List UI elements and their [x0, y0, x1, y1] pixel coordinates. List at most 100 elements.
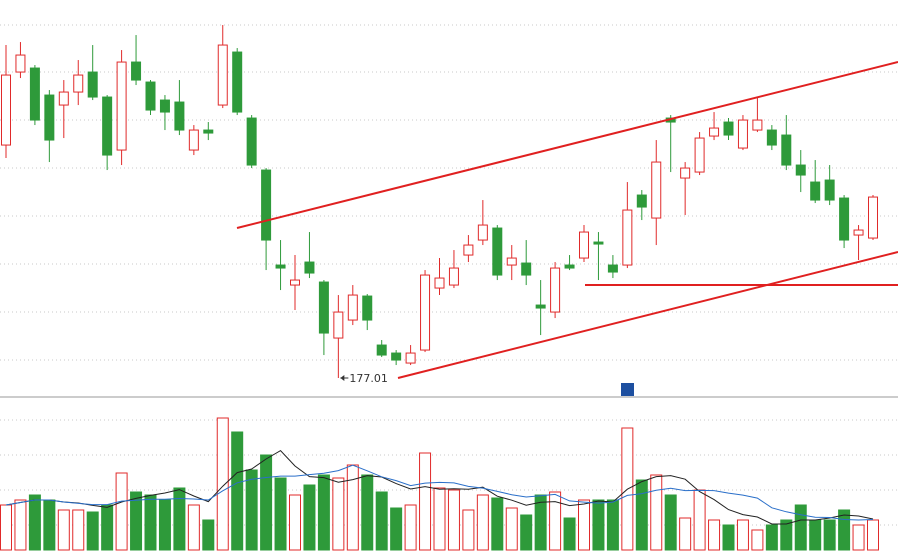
candle-body: [651, 161, 662, 219]
volume-bar: [289, 494, 301, 551]
volume-bar: [361, 474, 374, 551]
candle-body: [145, 81, 156, 111]
volume-bar: [780, 519, 793, 551]
volume-bar: [679, 517, 692, 551]
volume-bar: [57, 509, 70, 551]
trendlines: [236, 61, 898, 379]
volume-bar: [708, 519, 721, 551]
volume-bar: [664, 494, 677, 551]
candle-body: [58, 91, 69, 106]
candle-body: [723, 121, 734, 136]
volume-average: [5, 464, 874, 521]
candle-body: [709, 127, 720, 137]
candle-body: [622, 209, 633, 266]
candle-body: [781, 134, 792, 166]
candle-body: [795, 164, 806, 176]
candle-body: [607, 264, 618, 273]
candle-body: [15, 54, 26, 73]
candle-body: [434, 277, 445, 289]
candle-body: [853, 229, 864, 236]
volume-bar: [0, 504, 12, 551]
candle-body: [868, 196, 878, 239]
candle-body: [824, 179, 835, 201]
volume-bar: [736, 519, 749, 551]
volume-bar: [72, 509, 85, 551]
candle-body: [217, 44, 228, 106]
volume-bar: [606, 499, 619, 551]
volume-bar: [14, 499, 27, 551]
volume-bar: [158, 499, 171, 551]
volume-bar: [130, 491, 143, 551]
badge-box: [621, 383, 634, 396]
candle-body: [87, 71, 98, 98]
candle-body: [506, 257, 517, 266]
volume-bar: [419, 452, 432, 551]
candle-body: [535, 304, 546, 309]
volume-bar: [202, 519, 215, 551]
volume-bar: [650, 474, 663, 551]
trendline: [397, 251, 898, 379]
candle-body: [448, 267, 459, 286]
candle-body: [188, 129, 199, 151]
candle-body: [246, 117, 257, 166]
candle-body: [579, 231, 589, 259]
candle-body: [44, 94, 55, 141]
candle-body: [131, 61, 142, 81]
volume-bar: [462, 509, 475, 551]
candle-body: [680, 167, 691, 179]
low-arrowhead: [340, 375, 345, 381]
volume-bar: [578, 499, 590, 551]
volume-bar: [765, 524, 778, 551]
volume-bar: [303, 484, 316, 551]
grid: [0, 24, 898, 526]
candle-body: [29, 67, 40, 121]
volume-bar: [390, 507, 403, 551]
candle-body: [275, 264, 286, 269]
volume-bar: [173, 487, 186, 551]
volume-bar: [751, 529, 764, 551]
volume-bar: [534, 494, 547, 551]
volume-bar: [86, 511, 99, 551]
candle-body: [347, 294, 358, 321]
volume-bar: [852, 524, 865, 551]
candle-body: [737, 119, 748, 149]
candle-body: [593, 241, 604, 245]
candle-body: [1, 74, 11, 146]
volume-bar: [722, 524, 735, 551]
candle-body: [232, 51, 243, 113]
candle-body: [261, 169, 272, 241]
volume-bar: [43, 499, 56, 551]
volume-bar: [245, 469, 258, 551]
volume-bar: [505, 507, 518, 551]
volume-bar: [332, 477, 345, 551]
volume-bar: [375, 491, 388, 551]
volume-bar: [447, 489, 460, 551]
low-label: 177.01: [349, 372, 388, 385]
volume-bar: [101, 504, 114, 551]
volume-bar: [635, 479, 648, 551]
candle-body: [116, 61, 127, 151]
candle-body: [203, 129, 214, 134]
volume-bar: [823, 519, 836, 551]
candle-body: [73, 74, 84, 93]
volume-bar: [563, 517, 576, 551]
marks: 177.01: [0, 25, 879, 551]
candle-body: [766, 129, 777, 146]
volume-bar: [592, 499, 605, 551]
volume-bar: [144, 494, 157, 551]
candle-body: [376, 344, 387, 356]
candle-body: [362, 295, 373, 321]
volume-average: [5, 449, 874, 525]
candle-body: [550, 267, 561, 313]
volume-bar: [838, 509, 851, 551]
volume-bar: [115, 472, 128, 551]
candle-body: [492, 227, 503, 276]
candle-body: [810, 181, 821, 201]
candle-body: [521, 262, 532, 276]
volume-bar: [476, 494, 489, 551]
volume-bar: [346, 464, 359, 551]
volume-bar: [693, 489, 706, 551]
candle-body: [405, 352, 416, 364]
volume-bar: [274, 477, 287, 551]
